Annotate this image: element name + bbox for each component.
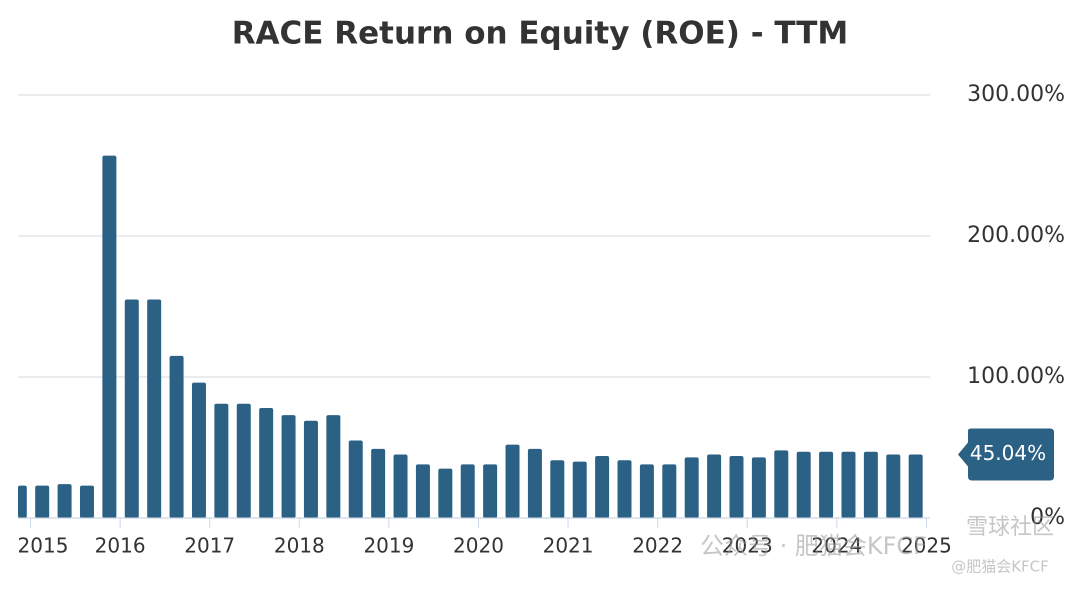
bar xyxy=(303,420,318,518)
bar xyxy=(57,484,72,518)
bar xyxy=(841,451,856,518)
x-tick-label: 2021 xyxy=(543,534,594,558)
bar xyxy=(662,464,677,518)
x-tick-label: 2025 xyxy=(901,534,952,558)
bar xyxy=(259,408,274,518)
bar xyxy=(595,455,610,518)
bar xyxy=(214,403,229,518)
bar xyxy=(483,464,498,518)
bar xyxy=(326,415,341,518)
watermark: @肥猫会KFCF xyxy=(951,558,1049,576)
bar xyxy=(729,455,744,518)
bar xyxy=(617,460,632,518)
bar xyxy=(18,485,27,518)
bar xyxy=(550,460,565,518)
watermark: 雪球社区 xyxy=(966,515,1054,540)
x-tick-label: 2022 xyxy=(632,534,683,558)
bar xyxy=(819,451,834,518)
bar xyxy=(393,454,408,518)
bar xyxy=(527,448,542,518)
bar xyxy=(102,155,117,518)
x-tick-label: 2023 xyxy=(722,534,773,558)
x-tick-label: 2024 xyxy=(811,534,862,558)
bar xyxy=(236,403,251,518)
bar xyxy=(124,299,139,518)
value-label: 45.04% xyxy=(970,441,1046,465)
bar xyxy=(908,454,923,518)
bar xyxy=(863,451,878,518)
bar xyxy=(191,382,206,518)
bar xyxy=(684,457,699,518)
bar xyxy=(281,415,296,518)
bar xyxy=(147,299,162,518)
bar xyxy=(371,448,386,518)
watermark: 公众号 · 肥猫会KFCF xyxy=(700,532,927,560)
y-tick-label: 200.00% xyxy=(967,223,1065,248)
x-tick-label: 2017 xyxy=(184,534,235,558)
bar xyxy=(796,451,811,518)
bar xyxy=(460,464,475,518)
bar xyxy=(572,461,587,518)
bar xyxy=(438,468,453,518)
y-tick-label: 100.00% xyxy=(967,364,1065,389)
x-tick-label: 2016 xyxy=(95,534,146,558)
bar xyxy=(415,464,430,518)
y-tick-label: 0% xyxy=(1030,505,1065,530)
bar xyxy=(169,355,184,518)
chart-title: RACE Return on Equity (ROE) - TTM xyxy=(232,16,849,52)
bar xyxy=(79,485,94,518)
x-tick-label: 2018 xyxy=(274,534,325,558)
y-tick-label: 300.00% xyxy=(967,82,1065,107)
bar xyxy=(35,485,50,518)
x-tick-label: 2020 xyxy=(453,534,504,558)
bar xyxy=(505,444,520,518)
value-callout xyxy=(958,428,1054,481)
x-tick-label: 2015 xyxy=(18,534,69,558)
bar xyxy=(639,464,654,518)
bar xyxy=(886,454,901,518)
bar xyxy=(774,450,789,518)
x-tick-label: 2019 xyxy=(363,534,414,558)
bar xyxy=(751,457,766,518)
bar xyxy=(707,454,722,518)
bar xyxy=(348,440,363,518)
